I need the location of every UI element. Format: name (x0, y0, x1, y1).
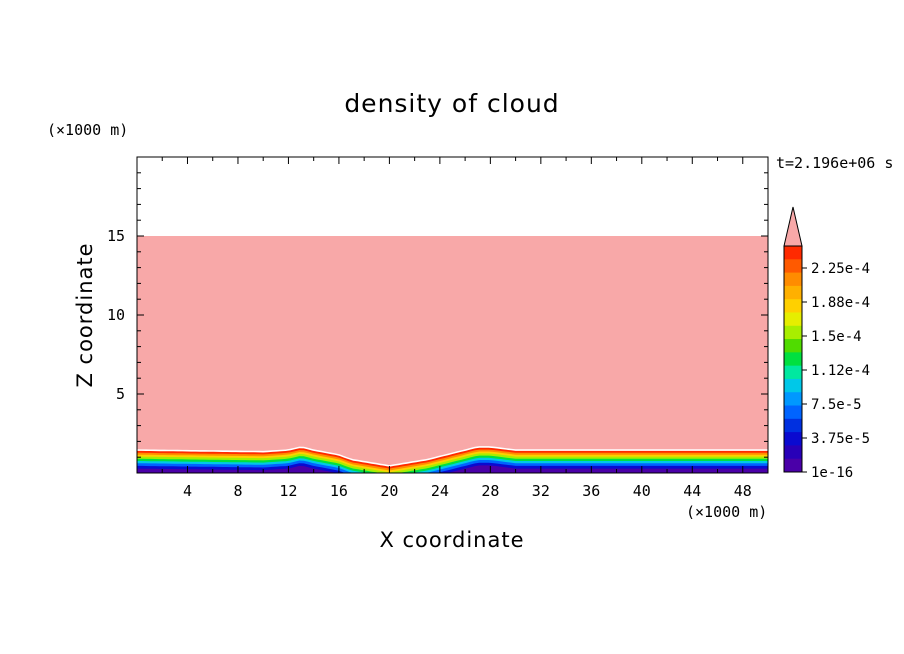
y-ticks: 5 10 15 (107, 172, 768, 458)
colorbar-segment (784, 259, 802, 274)
saturated-region (137, 236, 768, 466)
x-tick-label: 44 (683, 482, 701, 500)
colorbar-segment (784, 378, 802, 393)
plot-area (137, 157, 768, 473)
x-tick-label: 40 (633, 482, 651, 500)
colorbar-label: 7.5e-5 (811, 397, 862, 413)
x-tick-label: 20 (380, 482, 398, 500)
colorbar-segment (784, 246, 802, 260)
colorbar-segment (784, 299, 802, 313)
x-tick-label: 16 (330, 482, 348, 500)
time-label: t=2.196e+06 s (776, 154, 893, 172)
colorbar-segment (784, 272, 802, 287)
x-tick-label: 12 (279, 482, 297, 500)
colorbar-label: 2.25e-4 (811, 261, 870, 277)
contour-bands (137, 157, 768, 473)
y-tick-label: 15 (107, 227, 125, 245)
colorbar-segment (784, 458, 802, 473)
colorbar-label: 3.75e-5 (811, 431, 870, 447)
x-tick-label: 32 (532, 482, 550, 500)
colorbar-segment (784, 418, 802, 433)
colorbar-segment (784, 352, 802, 367)
x-unit-label: (×1000 m) (686, 503, 767, 521)
z-unit-label: (×1000 m) (47, 121, 128, 139)
colorbar-segment (784, 445, 802, 460)
y-tick-label: 5 (116, 385, 125, 403)
lower-contour-band-8 (137, 465, 768, 473)
clear-air-region (137, 157, 768, 236)
x-ticks: 4 8 12 16 20 24 28 32 36 40 44 48 (161, 157, 752, 500)
colorbar-segment (784, 432, 802, 446)
colorbar-label: 1.88e-4 (811, 295, 870, 311)
chart-title: density of cloud (344, 89, 559, 118)
colorbar-segment (784, 325, 802, 340)
colorbar-label: 1.5e-4 (811, 329, 862, 345)
colorbar-segment (784, 339, 802, 353)
x-tick-label: 28 (481, 482, 499, 500)
x-tick-label: 36 (582, 482, 600, 500)
y-axis-label: Z coordinate (73, 242, 97, 387)
x-tick-label: 8 (233, 482, 242, 500)
x-tick-label: 48 (734, 482, 752, 500)
colorbar-segment (784, 312, 802, 327)
x-axis-label: X coordinate (379, 528, 524, 552)
colorbar-segment (784, 285, 802, 300)
colorbar-frame (783, 245, 803, 473)
colorbar-segment (784, 365, 802, 380)
colorbar-segment (784, 392, 802, 407)
x-tick-label: 4 (183, 482, 192, 500)
colorbar-segment (784, 405, 802, 420)
y-tick-label: 10 (107, 306, 125, 324)
colorbar-label: 1.12e-4 (811, 363, 870, 379)
colorbar: 2.25e-4 1.88e-4 1.5e-4 1.12e-4 7.5e-5 3.75e-5… (783, 206, 870, 481)
colorbar-over-triangle (783, 206, 803, 247)
colorbar-label: 1e-16 (811, 465, 853, 481)
x-tick-label: 24 (431, 482, 449, 500)
